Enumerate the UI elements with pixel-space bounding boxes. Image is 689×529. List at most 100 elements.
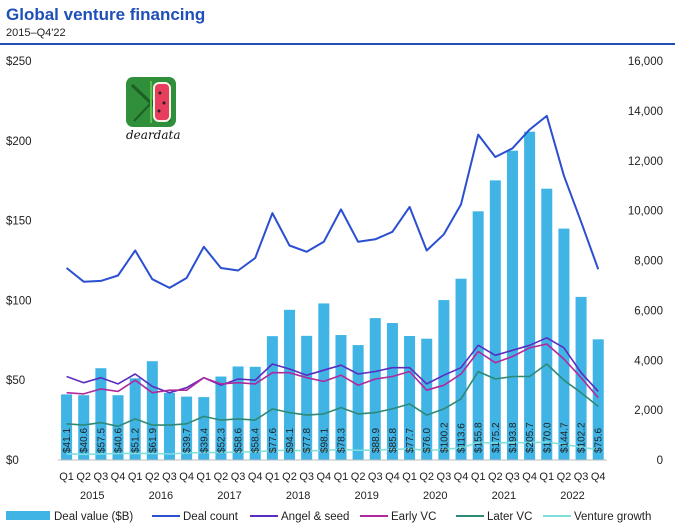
legend-label: Venture growth — [574, 511, 651, 523]
x-quarter-label: Q3 — [231, 471, 246, 483]
deal-value-data-label: $58.4 — [251, 428, 262, 453]
x-quarter-label: Q2 — [282, 471, 297, 483]
y-left-tick-label: $150 — [6, 216, 32, 228]
y-left-tick-label: $250 — [6, 56, 32, 68]
deal-value-bar — [284, 309, 296, 460]
y-right-tick-label: 12,000 — [628, 156, 663, 168]
legend-label: Later VC — [487, 511, 532, 523]
x-year-label: 2015 — [80, 490, 104, 502]
x-quarter-label: Q4 — [316, 471, 331, 483]
x-quarter-label: Q3 — [437, 471, 452, 483]
x-year-label: 2017 — [217, 490, 241, 502]
deal-value-bar — [232, 366, 244, 460]
x-quarter-label: Q1 — [334, 471, 349, 483]
deal-value-data-label: $113.6 — [457, 423, 468, 453]
y-right-tick-label: 8,000 — [634, 256, 663, 268]
x-year-label: 2018 — [286, 490, 310, 502]
x-year-label: 2019 — [354, 490, 378, 502]
deal-value-data-label: $77.8 — [302, 428, 313, 453]
x-quarter-label: Q1 — [471, 471, 486, 483]
deal-value-data-label: $61.9 — [148, 428, 159, 453]
x-quarter-label: Q2 — [145, 471, 160, 483]
deal-value-bar — [95, 368, 107, 460]
x-quarter-label: Q3 — [574, 471, 589, 483]
x-quarter-label: Q4 — [454, 471, 469, 483]
x-year-label: 2022 — [560, 490, 584, 502]
deal-value-bar — [506, 150, 518, 461]
deal-value-bar — [78, 395, 90, 460]
y-left-tick-label: $200 — [6, 136, 32, 148]
title-rule — [0, 43, 675, 45]
deal-value-data-label: $78.3 — [336, 428, 347, 453]
x-quarter-label: Q1 — [128, 471, 143, 483]
x-quarter-label: Q2 — [351, 471, 366, 483]
y-right-tick-label: 10,000 — [628, 206, 663, 218]
deal-value-bar — [404, 335, 416, 460]
x-year-label: 2020 — [423, 490, 447, 502]
deal-value-data-label: $77.7 — [405, 428, 416, 453]
x-year-label: 2021 — [492, 490, 516, 502]
deal-value-data-label: $57.5 — [96, 428, 107, 453]
deal-value-data-label: $51.2 — [131, 428, 142, 453]
x-quarter-label: Q3 — [505, 471, 520, 483]
y-left-tick-label: $0 — [6, 455, 19, 467]
deal-value-data-label: $52.3 — [216, 428, 227, 453]
deal-value-data-label: $41.1 — [62, 428, 73, 453]
deal-value-data-label: $40.6 — [114, 428, 125, 453]
deal-value-bar — [215, 376, 227, 460]
deal-value-bar — [163, 392, 175, 460]
y-left-tick-label: $100 — [6, 295, 32, 307]
y-right-tick-label: 14,000 — [628, 106, 663, 118]
legend-label: Angel & seed — [281, 511, 349, 523]
y-right-tick-label: 4,000 — [634, 355, 663, 367]
deal-value-data-label: $205.7 — [525, 422, 536, 453]
x-quarter-label: Q4 — [248, 471, 263, 483]
x-quarter-label: Q3 — [368, 471, 383, 483]
deal-value-data-label: $58.6 — [234, 428, 245, 453]
x-quarter-label: Q1 — [196, 471, 211, 483]
x-quarter-label: Q3 — [94, 471, 109, 483]
x-quarter-label: Q2 — [76, 471, 91, 483]
deal-value-data-label: $170.0 — [542, 422, 553, 453]
deal-value-bar — [146, 361, 158, 460]
series-line-venture-growth — [66, 441, 599, 456]
deal-value-bar — [472, 211, 484, 460]
deal-value-data-label: $144.7 — [559, 422, 570, 453]
deal-value-bar — [524, 131, 536, 460]
deal-value-bar — [369, 318, 381, 460]
deal-value-bar — [438, 300, 450, 460]
deal-value-bar — [421, 338, 433, 460]
x-quarter-label: Q2 — [557, 471, 572, 483]
deal-value-bar — [352, 345, 364, 460]
deal-value-bar — [489, 180, 501, 460]
deal-value-bar — [301, 335, 313, 460]
deal-value-data-label: $94.1 — [285, 428, 296, 453]
x-quarter-label: Q1 — [265, 471, 280, 483]
deal-value-data-label: $100.2 — [439, 422, 450, 453]
chart-subtitle: 2015–Q4'22 — [6, 27, 66, 39]
legend-label-deal-value: Deal value ($B) — [54, 511, 133, 523]
chart-title: Global venture financing — [6, 5, 206, 24]
x-quarter-label: Q2 — [419, 471, 434, 483]
deal-value-bar — [335, 335, 347, 460]
deal-value-bar — [558, 228, 570, 460]
deal-value-data-label: $98.1 — [319, 428, 330, 453]
deal-value-data-label: $175.2 — [491, 422, 502, 453]
deal-value-bar — [541, 188, 553, 460]
deal-value-bar — [112, 395, 124, 460]
y-right-tick-label: 0 — [657, 455, 663, 467]
deal-value-data-label: $39.4 — [199, 428, 210, 453]
x-quarter-label: Q3 — [299, 471, 314, 483]
deardata-logo — [126, 77, 176, 127]
legend-label: Deal count — [183, 511, 239, 523]
y-right-tick-label: 2,000 — [634, 405, 663, 417]
deal-value-bar — [198, 397, 210, 460]
x-quarter-label: Q4 — [385, 471, 400, 483]
x-quarter-label: Q2 — [488, 471, 503, 483]
x-quarter-label: Q1 — [539, 471, 554, 483]
deal-value-data-label: $75.6 — [594, 428, 605, 453]
deal-value-data-label: $40.6 — [79, 428, 90, 453]
deal-value-data-label: $76.0 — [422, 428, 433, 453]
deal-value-data-label: $77.6 — [268, 428, 279, 453]
